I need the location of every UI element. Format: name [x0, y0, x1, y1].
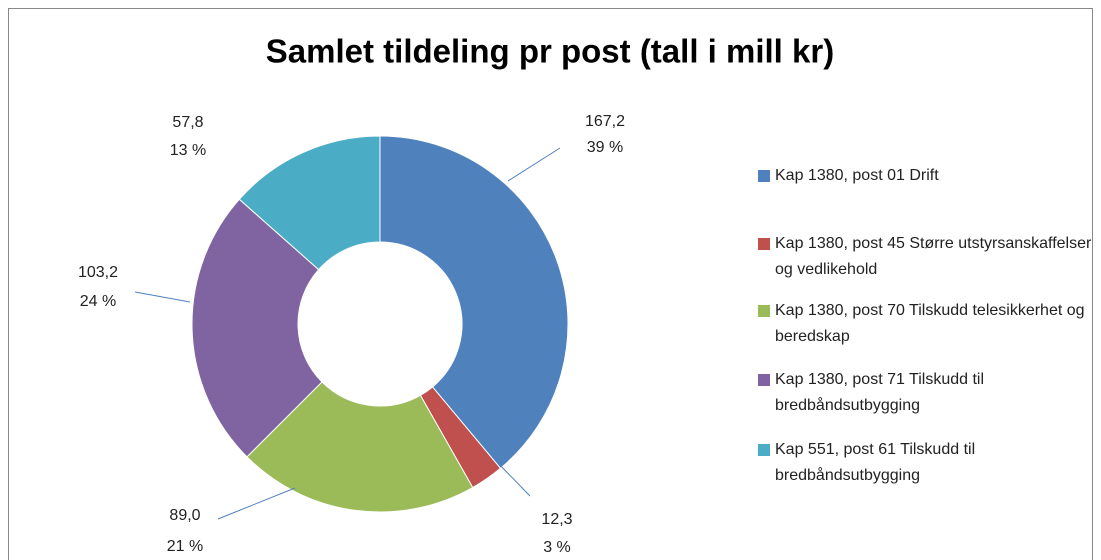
leader-line	[134, 291, 191, 303]
legend-swatch	[758, 444, 770, 456]
legend-label: Kap 551, post 61 Tilskudd til bredbåndsu…	[775, 441, 976, 484]
data-label: 12,3	[541, 511, 572, 528]
leader-line	[217, 487, 296, 520]
data-label: 167,2	[585, 113, 625, 130]
percent-label: 3 %	[543, 539, 571, 556]
legend-swatch	[758, 170, 770, 182]
donut-segment	[191, 198, 323, 458]
data-label: 89,0	[169, 507, 200, 524]
legend-label: Kap 1380, post 71 Tilskudd til bredbånds…	[775, 371, 985, 414]
percent-label: 21 %	[167, 538, 203, 555]
leader-line	[496, 461, 531, 497]
percent-label: 13 %	[170, 142, 206, 159]
percent-label: 24 %	[80, 293, 116, 310]
legend-label: Kap 1380, post 70 Tilskudd telesikkerhet…	[775, 302, 1085, 345]
chart-title: Samlet tildeling pr post (tall i mill kr…	[266, 33, 834, 70]
data-label: 103,2	[78, 264, 118, 281]
legend-label: Kap 1380, post 01 Drift	[775, 167, 939, 184]
legend-swatch	[758, 238, 770, 250]
leader-line	[507, 147, 561, 182]
data-label: 57,8	[172, 114, 203, 131]
percent-label: 39 %	[587, 139, 623, 156]
legend-swatch	[758, 374, 770, 386]
donut-segment	[238, 135, 381, 271]
legend-label: Kap 1380, post 45 Større utstyrsanskaffe…	[775, 235, 1092, 278]
legend-swatch	[758, 305, 770, 317]
donut-segment	[379, 135, 569, 470]
donut-segment	[246, 381, 474, 513]
